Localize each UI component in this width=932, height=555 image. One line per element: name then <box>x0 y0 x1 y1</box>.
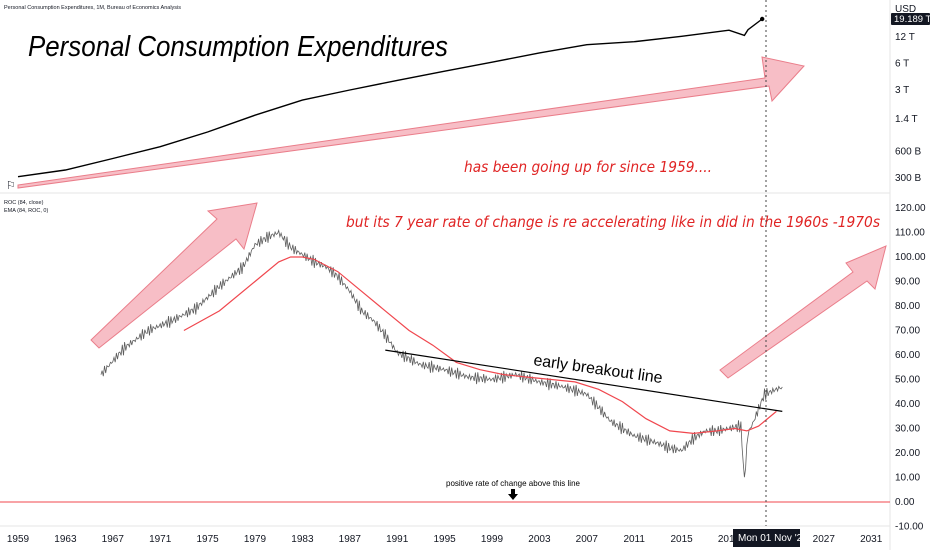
roc-series-line <box>100 229 783 478</box>
price-series-line <box>17 18 763 178</box>
going-up-annotation[interactable]: has been going up for since 1959.... <box>464 158 712 176</box>
price-tick-label: 600 B <box>895 146 921 157</box>
down-arrow-icon <box>508 489 518 500</box>
last-price-label: 19.189 T <box>894 14 932 25</box>
time-tick-label: 2003 <box>528 534 551 545</box>
last-price-badge <box>891 13 930 25</box>
crosshair-date-badge <box>733 529 800 547</box>
chart-title-annotation[interactable]: Personal Consumption Expenditures <box>28 31 448 63</box>
ema-series-line <box>183 256 777 435</box>
price-tick-label: 6 T <box>895 58 909 69</box>
time-tick-label: 2011 <box>623 534 645 545</box>
roc-tick-label: 60.00 <box>895 350 920 361</box>
time-tick-label: 1991 <box>386 534 409 545</box>
time-tick-label: 1979 <box>244 534 267 545</box>
ema-legend: EMA (84, ROC, 0) <box>4 208 48 214</box>
roc-tick-label: 40.00 <box>895 399 920 410</box>
last-price-dot <box>759 16 765 22</box>
roc-tick-label: 20.00 <box>895 448 920 459</box>
arrow-up-left[interactable] <box>90 202 258 349</box>
roc-tick-label: 30.00 <box>895 424 920 435</box>
roc-legend: ROC (84, close) <box>4 200 44 206</box>
crosshair-date-label: Mon 01 Nov '21 <box>738 533 808 544</box>
roc-tick-label: 90.00 <box>895 277 920 288</box>
time-tick-label: 2019 <box>718 534 741 545</box>
breakout-annotation[interactable]: early breakout line <box>532 352 663 387</box>
roc-tick-label: 120.00 <box>895 203 926 214</box>
time-tick-label: 1963 <box>54 534 77 545</box>
arrow-up-right[interactable] <box>719 245 887 379</box>
time-tick-label: 1983 <box>291 534 314 545</box>
roc-tick-label: 80.00 <box>895 301 920 312</box>
time-tick-label: 1987 <box>339 534 362 545</box>
roc-pane: 120.00 110.00 100.00 90.00 80.00 70.00 60.00 50… <box>0 203 926 533</box>
time-tick-label: 1999 <box>481 534 504 545</box>
roc-tick-label: 70.00 <box>895 326 920 337</box>
price-pane: 12 T 6 T 3 T 1.4 T 600 B 300 B 19.189 T Perso… <box>6 13 932 192</box>
roc-tick-label: 10.00 <box>895 473 920 484</box>
price-tick-label: 300 B <box>895 173 921 184</box>
price-tick-label: 3 T <box>895 85 909 96</box>
roc-tick-label: 100.00 <box>895 252 926 263</box>
breakout-trendline[interactable] <box>385 349 783 412</box>
time-tick-label: 2015 <box>670 534 693 545</box>
time-tick-label: 2027 <box>813 534 836 545</box>
currency-label: USD <box>895 4 916 15</box>
price-tick-label: 12 T <box>895 32 915 43</box>
roc-annotation[interactable]: but its 7 year rate of change is re acce… <box>346 213 880 231</box>
roc-tick-label: -10.00 <box>895 522 924 533</box>
time-tick-label: 1971 <box>149 534 172 545</box>
time-axis: 1959 1963 1967 1971 1975 1979 1983 1987 1991 1995… <box>7 534 883 545</box>
roc-tick-label: 110.00 <box>895 228 925 239</box>
roc-tick-label: 50.00 <box>895 375 920 386</box>
time-tick-label: 2031 <box>860 534 883 545</box>
time-tick-label: 1959 <box>7 534 30 545</box>
time-tick-label: 1975 <box>196 534 219 545</box>
instrument-legend: Personal Consumption Expenditures, 1M, B… <box>4 5 181 11</box>
zero-annotation[interactable]: positive rate of change above this line <box>446 478 580 488</box>
arrow-up-main[interactable] <box>17 56 805 189</box>
time-tick-label: 1967 <box>102 534 125 545</box>
time-tick-label: 1995 <box>433 534 456 545</box>
flag-icon: ⚐ <box>6 180 16 192</box>
time-tick-label: 2007 <box>576 534 599 545</box>
price-tick-label: 1.4 T <box>895 114 918 125</box>
roc-tick-label: 0.00 <box>895 497 915 508</box>
